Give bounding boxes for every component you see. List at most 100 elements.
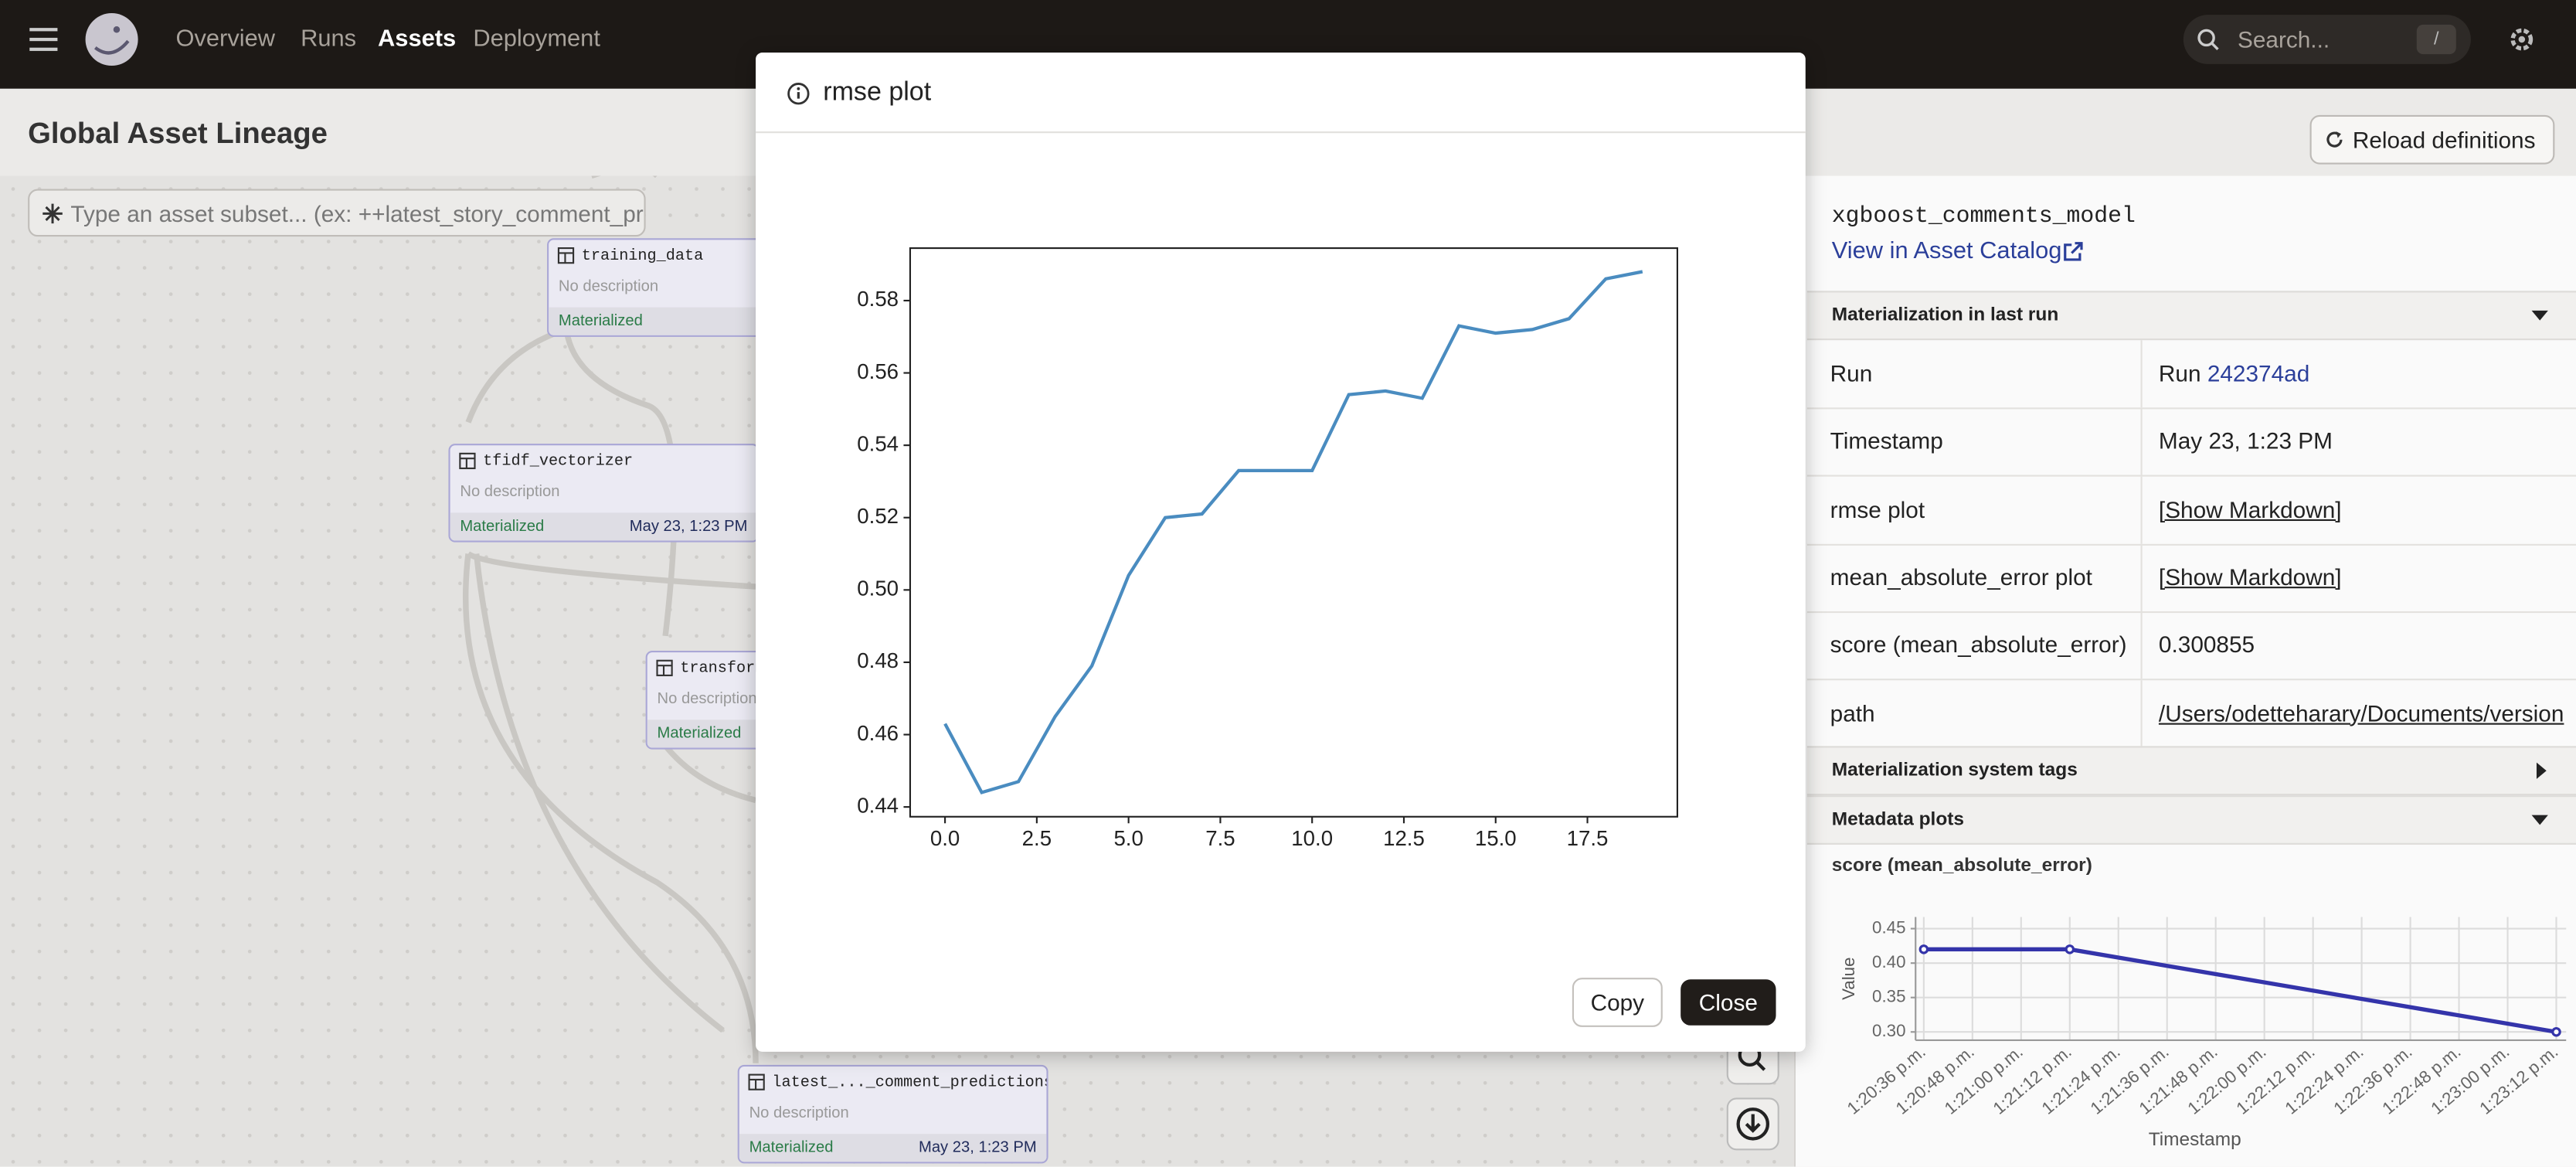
shortcut-key: / [2416,24,2456,55]
x-tick-label: 15.0 [1475,826,1517,850]
link-value[interactable]: [Show Markdown] [2158,563,2342,590]
y-tick-label: 0.44 [857,793,899,817]
table-icon [656,659,673,676]
asset-filter[interactable]: Type an asset subset... (ex: ++latest_st… [28,189,646,237]
section-title: Metadata plots [1831,810,1965,830]
node-description: No description [460,483,560,502]
node-footer: Materialized May 23, 1:23 PM [739,1134,1047,1162]
row-key: rmse plot [1830,495,1925,522]
link-value[interactable]: [Show Markdown] [2158,495,2342,522]
asset-name: xgboost_comments_model [1831,203,2136,230]
menu-icon[interactable] [28,25,61,54]
node-status: Materialized [657,724,742,743]
row-value: [Show Markdown] [2159,563,2342,590]
search-icon [2197,29,2219,50]
y-tick-label: 0.58 [857,287,899,311]
page-title: Global Asset Lineage [28,116,328,150]
y-tick-label: 0.50 [857,577,899,601]
text-value: May 23, 1:23 PM [2158,427,2333,454]
column-divider [2140,611,2143,679]
node-status: Materialized [749,1138,834,1157]
row-key: path [1830,699,1875,726]
external-link-icon [2064,242,2083,261]
x-tick-label: 12.5 [1383,826,1425,850]
y-tick-label: 0.40 [1872,952,1905,971]
node-description: No description [749,1104,849,1123]
row-key: score (mean_absolute_error) [1830,631,2127,658]
node-footer: Materialized May 23, 1:23 PM [450,512,758,541]
x-tick-label: 2.5 [1022,826,1052,850]
data-point [2065,944,2075,954]
run-link[interactable]: 242374ad [2207,359,2310,386]
text-value: 0.300855 [2158,631,2255,658]
node-description: No description [558,277,659,296]
reload-icon [2326,131,2343,148]
section-title: Materialization in last run [1831,305,2059,326]
y-tick-label: 0.46 [857,721,899,745]
y-tick-label: 0.45 [1872,918,1905,937]
chevron [2536,762,2547,779]
row-key: Run [1830,359,1873,386]
modal: rmse plot 0.44 0.46 0.48 0.50 0.52 0.54 0.56 0.… [756,53,1806,1052]
table-row: Run Run 242374ad [1806,340,2576,410]
row-key: Timestamp [1830,427,1943,454]
table-icon [557,247,575,264]
search-box[interactable]: Search... / [2183,15,2471,64]
chevron [2531,815,2548,825]
row-value: [Show Markdown] [2159,495,2342,522]
copy-button[interactable]: Copy [1572,978,1663,1027]
reload-button[interactable]: Reload definitions [2309,114,2555,165]
node-name: transform [680,658,765,678]
y-tick-label: 0.54 [857,431,899,455]
info-icon [787,83,810,105]
x-tick-label: 5.0 [1113,826,1143,850]
table-row: mean_absolute_error plot [Show Markdown] [1806,543,2576,613]
section-header[interactable]: Materialization system tags [1806,746,2576,796]
close-button[interactable]: Close [1681,979,1776,1026]
run-prefix: Run [2158,359,2201,386]
column-divider [2140,679,2143,747]
nav-link[interactable]: Runs [301,26,357,53]
node-timestamp: May 23, 1:23 PM [918,1138,1037,1157]
logo[interactable] [82,12,141,71]
filter-icon [42,203,63,224]
nav-link[interactable]: Assets [378,26,457,53]
metadata-chart: 0.300.350.400.451:20:36 p.m.1:20:48 p.m.… [1839,917,2567,1150]
row-key: mean_absolute_error plot [1830,563,2092,590]
node-name: latest_..._comment_predictions [772,1073,1048,1091]
row-value: Run 242374ad [2159,360,2309,386]
column-divider [2140,543,2143,611]
x-tick-label: 7.5 [1205,826,1235,850]
download-button[interactable] [1726,1097,1779,1151]
node-status: Materialized [558,311,643,331]
node-timestamp: May 23, 1:23 PM [629,517,748,536]
section-header[interactable]: Metadata plots [1806,795,2576,845]
catalog-link[interactable]: View in Asset Catalog [1831,238,2062,265]
row-value: 0.300855 [2159,631,2255,658]
y-tick-label: 0.35 [1872,987,1905,1006]
nav-link[interactable]: Deployment [473,26,600,53]
divider [756,131,1806,134]
search-placeholder: Search... [2237,26,2330,53]
data-line [1923,947,2557,1034]
asset-node[interactable]: tfidf_vectorizer No description Materializ… [448,444,760,543]
link-value[interactable]: /Users/odetteharary/Documents/version [2158,699,2564,726]
x-tick-label: 0.0 [930,826,960,850]
download-icon [1736,1107,1770,1141]
nav-link[interactable]: Overview [175,26,276,53]
column-divider [2140,475,2143,543]
table-row: Timestamp May 23, 1:23 PM [1806,407,2576,478]
row-value: May 23, 1:23 PM [2159,427,2333,454]
node-status: Materialized [460,517,545,536]
column-divider [2140,340,2143,408]
data-line [943,270,1643,794]
chevron [2531,310,2548,321]
y-tick-label: 0.30 [1872,1021,1905,1040]
y-tick-label: 0.48 [857,648,899,672]
filter-placeholder: Type an asset subset... (ex: ++latest_st… [70,200,644,227]
settings-icon[interactable] [2507,25,2537,54]
asset-node[interactable]: latest_..._comment_predictions No descrip… [737,1064,1048,1164]
section-header[interactable]: Materialization in last run [1806,291,2576,341]
